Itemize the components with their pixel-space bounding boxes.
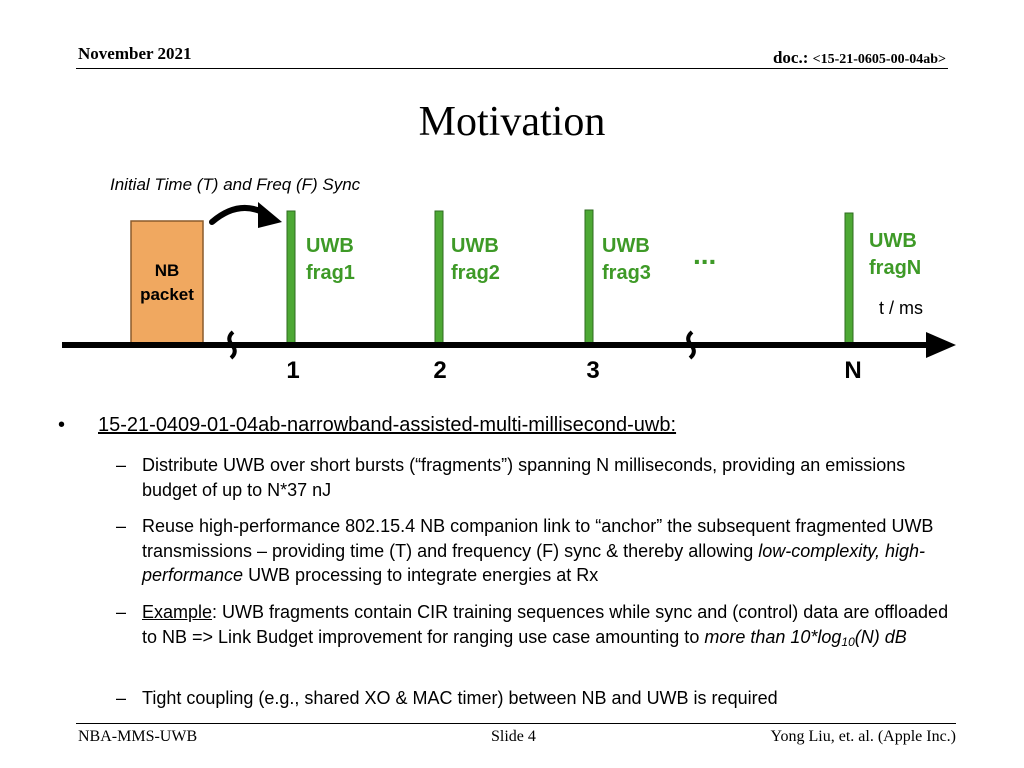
sub-bullet-3-part-c: (N) dB: [854, 626, 907, 647]
reference-doc-link[interactable]: 15-21-0409-01-04ab-narrowband-assisted-m…: [98, 414, 677, 436]
fragN-label-line2: fragN: [869, 257, 921, 279]
frag1-label-line1: UWB: [306, 235, 354, 257]
tick-label-2: 2: [433, 357, 446, 384]
log-subscript: 10: [841, 634, 855, 649]
header-doc-id: doc.: <15-21-0605-00-04ab>: [773, 48, 946, 68]
sync-arrow-head-icon: [258, 202, 282, 228]
fragment-ellipsis: ...: [693, 239, 716, 270]
sub-bullet-1-text: Distribute UWB over short bursts (“fragm…: [142, 455, 906, 500]
sub-bullet-2-part-a: Reuse high-performance 802.15.4 NB compa…: [142, 516, 934, 561]
sub-bullet-2-part-c: UWB processing to integrate energies at …: [243, 565, 599, 585]
nb-packet-label-line1: NB: [155, 261, 180, 280]
bullet-marker: •: [58, 414, 66, 436]
time-axis-arrow-icon: [926, 332, 956, 358]
fragN-bar: [844, 212, 854, 344]
axis-break-icon-1: [227, 330, 237, 360]
sub-bullet-3-text: Example: UWB fragments contain CIR train…: [142, 600, 952, 649]
fragN-label-line1: UWB: [869, 230, 917, 252]
dash-marker: –: [116, 455, 127, 475]
sub-bullet-3-emphasis: more than 10*log: [704, 626, 842, 647]
dash-marker: –: [116, 688, 127, 708]
frag3-bar: [584, 209, 594, 344]
time-axis-label: t / ms: [879, 298, 923, 318]
footer-left: NBA-MMS-UWB: [78, 728, 198, 745]
uwb-fragment-diagram: Initial Time (T) and Freq (F) Sync NB pa…: [62, 175, 956, 384]
header-rule: [76, 68, 948, 69]
frag3-label-line1: UWB: [602, 235, 650, 257]
frag2-label-line2: frag2: [451, 262, 500, 284]
frag3-label-line2: frag3: [602, 262, 651, 284]
header-date: November 2021: [78, 44, 192, 63]
doc-prefix: doc.:: [772, 48, 813, 67]
axis-break-icon-2: [686, 330, 696, 360]
footer-author: Yong Liu, et. al. (Apple Inc.): [770, 728, 956, 745]
doc-number: <15-21-0605-00-04ab>: [812, 52, 946, 67]
tick-label-N: N: [844, 357, 861, 384]
sync-caption: Initial Time (T) and Freq (F) Sync: [110, 175, 361, 194]
footer-rule: [76, 723, 956, 724]
frag2-label-line1: UWB: [451, 235, 499, 257]
dash-marker: –: [116, 602, 127, 622]
sub-bullet-2-emphasis: low-complexity, high-performance: [142, 540, 925, 586]
nb-packet-label-line2: packet: [140, 285, 194, 304]
dash-marker: –: [116, 516, 127, 536]
nb-packet-box: [130, 220, 204, 344]
tick-label-3: 3: [586, 357, 599, 384]
footer-slide-number: Slide 4: [491, 728, 536, 745]
example-label: Example: [142, 602, 213, 622]
sub-bullet-2-text: Reuse high-performance 802.15.4 NB compa…: [142, 514, 952, 588]
frag2-bar: [434, 210, 444, 344]
sub-bullet-4-text: Tight coupling (e.g., shared XO & MAC ti…: [142, 688, 778, 708]
sub-bullet-3-part-a: : UWB fragments contain CIR training seq…: [142, 602, 949, 647]
slide-title: Motivation: [418, 99, 606, 145]
frag1-label-line2: frag1: [306, 262, 355, 284]
tick-label-1: 1: [286, 357, 299, 384]
frag1-bar: [286, 210, 296, 344]
